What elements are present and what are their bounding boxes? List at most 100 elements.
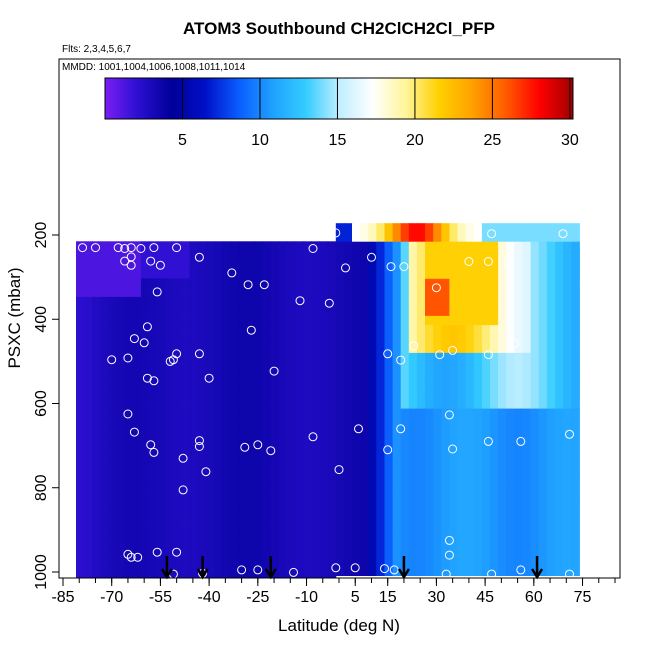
heatmap-cell	[384, 269, 394, 280]
heatmap-cell	[368, 417, 377, 428]
heatmap-cell	[262, 510, 272, 520]
y-axis-label: PSXC (mbar)	[5, 267, 24, 368]
heatmap-cell	[76, 278, 85, 289]
heatmap-cell	[408, 529, 418, 539]
heatmap-cell	[343, 445, 353, 456]
heatmap-cell	[473, 223, 483, 234]
heatmap-cell	[254, 574, 264, 578]
heatmap-cell	[465, 288, 475, 298]
heatmap-cell	[254, 334, 264, 344]
heatmap-cell	[100, 491, 109, 502]
heatmap-cell	[246, 352, 256, 363]
heatmap-cell	[124, 408, 134, 418]
heatmap-cell	[278, 361, 288, 372]
heatmap-cell	[530, 334, 540, 345]
heatmap-cell	[384, 315, 394, 326]
heatmap-cell	[416, 399, 426, 410]
heatmap-cell	[246, 241, 256, 252]
heatmap-cell	[100, 473, 109, 483]
heatmap-cell	[473, 315, 483, 326]
heatmap-cell	[473, 390, 483, 400]
heatmap-cell	[173, 417, 183, 428]
heatmap-cell	[392, 241, 402, 252]
heatmap-cell	[498, 223, 507, 234]
heatmap-cell	[92, 380, 101, 391]
heatmap-cell	[311, 380, 321, 391]
heatmap-cell	[222, 296, 231, 307]
heatmap-cell	[368, 325, 377, 335]
heatmap-cell	[392, 343, 402, 354]
heatmap-cell	[278, 445, 288, 456]
heatmap-cell	[92, 556, 101, 567]
heatmap-cell	[352, 325, 361, 335]
heatmap-cell	[433, 232, 442, 243]
heatmap-cell	[449, 306, 459, 317]
heatmap-cell	[473, 269, 483, 280]
heatmap-cell	[384, 251, 394, 261]
heatmap-cell	[116, 269, 126, 279]
heatmap-cell	[425, 473, 434, 484]
heatmap-cell	[538, 510, 548, 521]
heatmap-cell	[238, 287, 247, 298]
heatmap-cell	[303, 454, 312, 465]
heatmap-cell	[76, 324, 85, 335]
heatmap-cell	[392, 315, 402, 326]
heatmap-cell	[400, 334, 410, 345]
heatmap-cell	[262, 389, 272, 400]
heatmap-cell	[449, 501, 459, 512]
heatmap-cell	[205, 547, 215, 557]
heatmap-cell	[319, 556, 329, 567]
heatmap-cell	[425, 519, 434, 530]
heatmap-cell	[132, 287, 142, 298]
heatmap-cell	[441, 362, 450, 373]
heatmap-cell	[368, 482, 377, 493]
heatmap-cell	[368, 464, 377, 475]
heatmap-cell	[514, 260, 523, 271]
sample-point	[237, 565, 247, 575]
heatmap-cell	[140, 510, 150, 520]
heatmap-cell	[173, 259, 183, 270]
heatmap-cell	[400, 510, 410, 521]
heatmap-cell	[287, 324, 296, 335]
heatmap-cell	[262, 426, 272, 437]
heatmap-cell	[522, 288, 532, 298]
colorbar-tick-label: 15	[329, 132, 347, 149]
heatmap-cell	[465, 538, 475, 549]
heatmap-cell	[481, 380, 491, 391]
heatmap-cell	[498, 325, 507, 335]
sample-point	[441, 569, 451, 578]
heatmap-cell	[514, 288, 523, 298]
heatmap-cell	[449, 464, 459, 475]
heatmap-cell	[457, 556, 467, 567]
heatmap-cell	[408, 427, 418, 437]
heatmap-cell	[205, 306, 215, 317]
heatmap-cell	[384, 436, 394, 447]
heatmap-cell	[441, 473, 450, 484]
heatmap-cell	[546, 325, 556, 335]
heatmap-cell	[181, 343, 191, 354]
heatmap-cell	[571, 297, 580, 308]
heatmap-cell	[433, 510, 442, 521]
heatmap-cell	[214, 491, 223, 502]
heatmap-cell	[490, 362, 499, 373]
heatmap-cell	[416, 241, 426, 252]
heatmap-cell	[449, 352, 459, 363]
heatmap-cell	[400, 492, 410, 502]
heatmap-cell	[132, 435, 142, 446]
heatmap-cell	[205, 519, 215, 530]
heatmap-cell	[441, 223, 450, 234]
heatmap-cell	[335, 473, 345, 484]
sample-point	[435, 350, 445, 360]
heatmap-cell	[490, 473, 499, 484]
heatmap-cell	[214, 269, 223, 279]
heatmap-cell	[214, 241, 223, 252]
heatmap-cell	[254, 556, 264, 567]
heatmap-cell	[368, 529, 377, 539]
heatmap-cell	[189, 519, 199, 530]
heatmap-cell	[173, 334, 183, 344]
heatmap-cell	[360, 445, 369, 456]
heatmap-cell	[514, 380, 523, 391]
heatmap-cell	[222, 528, 231, 539]
colorbar-tick-label: 25	[484, 132, 502, 149]
heatmap-cell	[270, 500, 280, 511]
